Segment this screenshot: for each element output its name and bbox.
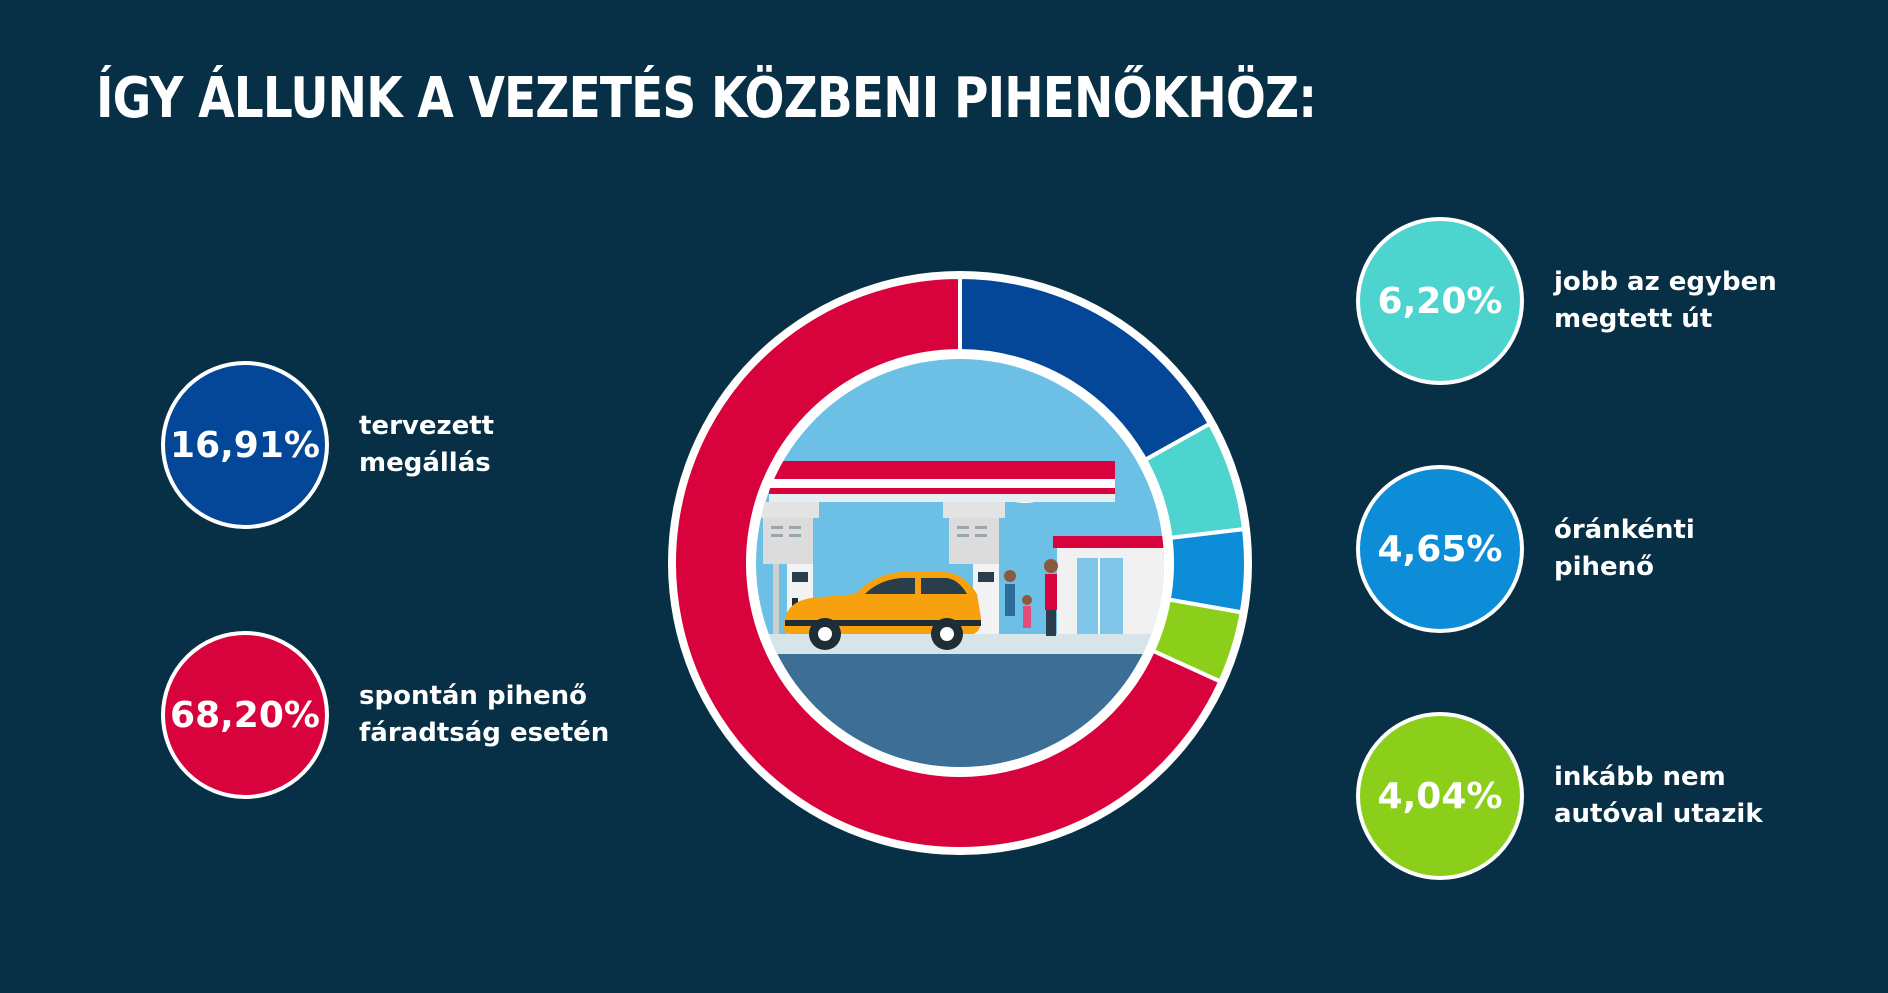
legend-item-hourly-rest: 4,65% óránkénti pihenő <box>1356 465 1695 633</box>
legend-label: inkább nem autóval utazik <box>1554 762 1763 829</box>
page-title: ÍGY ÁLLUNK A VEZETÉS KÖZBENI PIHENŐKHÖZ: <box>96 66 1317 131</box>
legend-badge: 6,20% <box>1356 217 1524 385</box>
legend-badge: 68,20% <box>161 631 329 799</box>
gas-station-illustration-icon <box>756 359 1164 767</box>
donut-chart <box>668 271 1252 855</box>
donut-slices <box>672 274 1248 851</box>
legend-badge: 16,91% <box>161 361 329 529</box>
legend-label: óránkénti pihenő <box>1554 515 1695 582</box>
legend-label: spontán pihenő fáradtság esetén <box>359 681 610 748</box>
legend-badge: 4,04% <box>1356 712 1524 880</box>
legend-item-nonstop-trip: 6,20% jobb az egyben megtett út <box>1356 217 1777 385</box>
legend-item-planned-stop: 16,91% tervezett megállás <box>161 361 494 529</box>
legend-item-spontaneous-rest: 68,20% spontán pihenő fáradtság esetén <box>161 631 609 799</box>
legend-item-not-by-car: 4,04% inkább nem autóval utazik <box>1356 712 1763 880</box>
legend-label: tervezett megállás <box>359 411 495 478</box>
legend-badge: 4,65% <box>1356 465 1524 633</box>
legend-label: jobb az egyben megtett út <box>1554 267 1777 334</box>
donut-slice <box>672 274 1223 851</box>
